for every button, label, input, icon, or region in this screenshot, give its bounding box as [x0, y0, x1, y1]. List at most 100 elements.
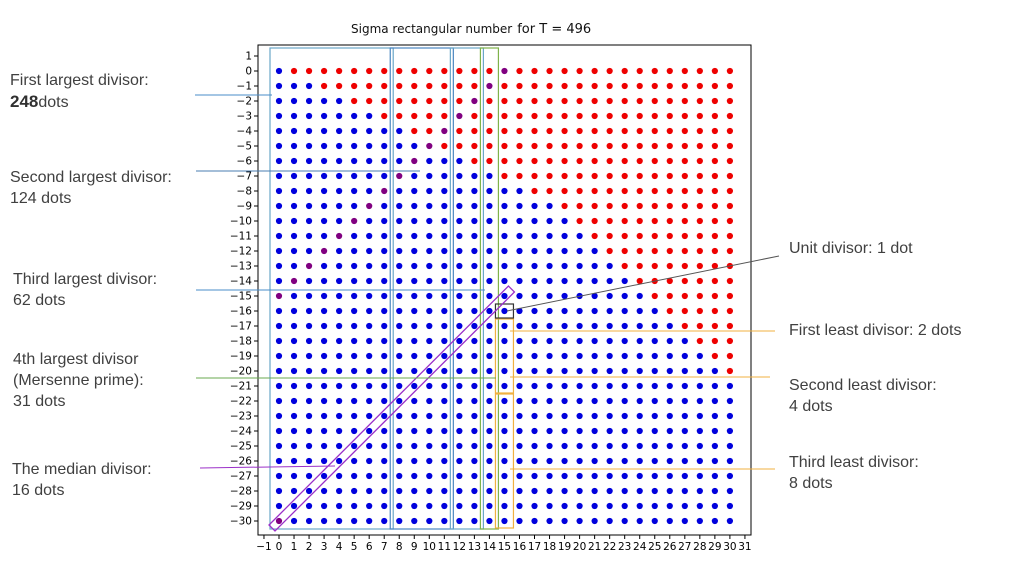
- dot-9-8: [411, 187, 418, 195]
- dot-1-13: [290, 262, 298, 270]
- dot-26-19: [666, 352, 673, 360]
- x-tick-label-31: 31: [738, 541, 751, 553]
- dot-27-26: [681, 457, 688, 465]
- dot-5-25: [351, 442, 358, 450]
- dot-7-23: [381, 412, 388, 420]
- dot-6-28: [366, 487, 373, 495]
- dot-19-5: [561, 142, 568, 150]
- dot-13-8: [471, 187, 478, 195]
- dot-28-9: [696, 202, 703, 210]
- dot-30-21: [726, 382, 734, 390]
- dot-6-30: [366, 517, 373, 525]
- dot-0-4: [275, 127, 283, 135]
- dot-22-12: [606, 247, 613, 255]
- dot-15-21: [501, 382, 508, 390]
- dot-8-25: [396, 442, 403, 450]
- dot-14-3: [486, 112, 493, 120]
- dot-29-22: [711, 397, 718, 405]
- dot-22-22: [606, 397, 613, 405]
- dot-10-7: [426, 172, 433, 180]
- dot-21-0: [591, 67, 598, 75]
- dot-10-6: [426, 157, 433, 165]
- dot-19-22: [561, 397, 568, 405]
- dot-3-8: [320, 187, 328, 195]
- dot-4-3: [336, 112, 343, 120]
- x-tick-label-13: 13: [468, 541, 481, 553]
- x-tick-label-9: 9: [411, 541, 418, 553]
- dot-21-16: [591, 307, 598, 315]
- dot-20-2: [576, 97, 583, 105]
- dot-2-27: [305, 472, 313, 480]
- dot-12-15: [456, 292, 463, 300]
- dot-13-16: [471, 307, 478, 315]
- dot-1-23: [290, 412, 298, 420]
- y-tick-label--24: −24: [230, 426, 252, 438]
- x-tick-label-3: 3: [321, 541, 328, 553]
- dot-20-1: [576, 82, 583, 90]
- dot-12-27: [456, 472, 463, 480]
- dot-18-3: [546, 112, 553, 120]
- dot-2-4: [305, 127, 313, 135]
- dot-5-6: [351, 157, 358, 165]
- dot-27-16: [681, 307, 688, 315]
- dot-16-13: [516, 262, 523, 270]
- dot-4-13: [336, 262, 343, 270]
- dot-8-26: [396, 457, 403, 465]
- x-tick-label-29: 29: [708, 541, 721, 553]
- dot-22-5: [606, 142, 613, 150]
- dot-18-19: [546, 352, 553, 360]
- dot-17-12: [531, 247, 538, 255]
- y-tick-label--25: −25: [230, 441, 252, 453]
- dot-5-5: [351, 142, 358, 150]
- dot-10-24: [426, 427, 433, 435]
- annotation-third-largest-line2: 62 dots: [13, 292, 66, 309]
- dot-29-6: [711, 157, 718, 165]
- dot-24-22: [636, 397, 643, 405]
- x-tick-label-17: 17: [528, 541, 541, 553]
- dot-19-29: [561, 502, 568, 510]
- dot-11-25: [441, 442, 448, 450]
- dot-28-15: [696, 292, 703, 300]
- dot-29-24: [711, 427, 718, 435]
- dot-17-18: [531, 337, 538, 345]
- y-tick-label--22: −22: [230, 396, 252, 408]
- dot-9-7: [411, 172, 418, 180]
- dot-8-1: [396, 82, 403, 90]
- dot-0-16: [275, 307, 283, 315]
- dot-16-3: [516, 112, 523, 120]
- dot-12-7: [456, 172, 463, 180]
- dot-14-13: [486, 262, 493, 270]
- dot-24-2: [636, 97, 643, 105]
- dot-13-28: [471, 487, 478, 495]
- dot-20-20: [576, 367, 583, 375]
- dot-1-7: [290, 172, 298, 180]
- dot-19-8: [561, 187, 568, 195]
- dot-0-8: [275, 187, 283, 195]
- dot-29-30: [711, 517, 718, 525]
- dot-8-16: [396, 307, 403, 315]
- x-tick-label-2: 2: [306, 541, 313, 553]
- dot-4-9: [336, 202, 343, 210]
- dot-0-13: [275, 262, 283, 270]
- dot-28-19: [696, 352, 703, 360]
- dot-9-30: [411, 517, 418, 525]
- dot-15-15: [501, 292, 508, 300]
- dot-10-30: [426, 517, 433, 525]
- dot-14-8: [486, 187, 493, 195]
- y-tick-label-0: 0: [245, 66, 252, 78]
- dot-1-19: [290, 352, 298, 360]
- dot-26-20: [666, 367, 673, 375]
- dot-23-27: [621, 472, 628, 480]
- annotation-fourth-largest-divisor: 4th largest divisor (Mersenne prime): 31…: [13, 349, 144, 412]
- annotation-first-largest-value: 248: [10, 92, 39, 111]
- dot-21-9: [591, 202, 598, 210]
- dot-12-2: [456, 97, 463, 105]
- dot-20-30: [576, 517, 583, 525]
- y-tick-label--12: −12: [230, 246, 252, 258]
- dot-27-18: [681, 337, 688, 345]
- dot-16-25: [516, 442, 523, 450]
- dot-5-24: [351, 427, 358, 435]
- dot-10-8: [426, 187, 433, 195]
- dot-22-23: [606, 412, 613, 420]
